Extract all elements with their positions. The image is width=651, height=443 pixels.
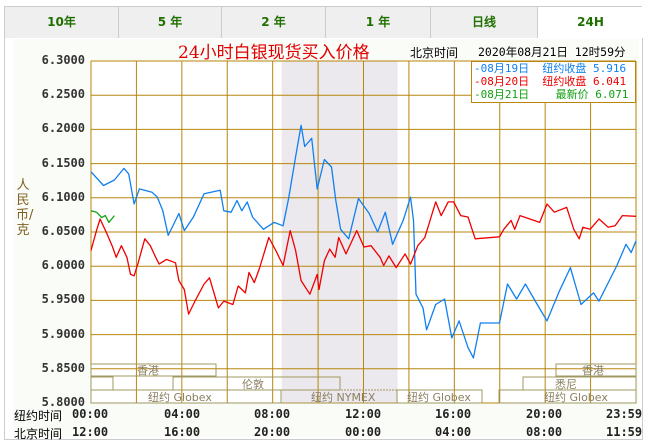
series-line-08月21日 <box>90 210 115 224</box>
x-tick: 04:00 <box>435 425 472 439</box>
series-line-08月20日 <box>90 201 637 315</box>
chart-frame <box>4 38 643 440</box>
tab-2y[interactable]: 2 年 <box>222 7 326 38</box>
legend-item-0821: -08月21日 最新价 6.071 <box>474 88 629 101</box>
nymex-session-box <box>280 389 398 404</box>
y-tick-label: 6.2000 <box>41 121 85 136</box>
session-box <box>396 389 483 404</box>
x-tick: 23:59 <box>606 407 643 421</box>
session-hongkong-label-2: 香港 <box>582 364 604 377</box>
session-box <box>90 363 217 377</box>
legend-item-0819: -08月19日 纽约收盘 5.916 <box>474 62 627 75</box>
session-hongkong-label: 香港 <box>137 364 159 377</box>
x-tick: 04:00 <box>164 407 201 421</box>
ny-time-label: 纽约时间 <box>14 409 63 423</box>
period-tabs: 10年 5 年 2 年 1 年 日线 24H <box>4 6 643 38</box>
timezone-label: 北京时间 <box>410 46 459 60</box>
y-tick-label: 6.1000 <box>41 189 85 204</box>
session-london-label: 伦敦 <box>242 378 264 391</box>
tab-1y[interactable]: 1 年 <box>326 7 431 38</box>
tab-5y[interactable]: 5 年 <box>119 7 222 38</box>
y-tick-label: 5.8000 <box>41 395 85 409</box>
y-tick-label: 6.0000 <box>41 258 85 273</box>
x-tick: 16:00 <box>435 407 472 421</box>
y-tick-label: 5.9500 <box>41 292 85 307</box>
tab-daily[interactable]: 日线 <box>431 7 538 38</box>
series-line-08月19日 <box>90 124 637 359</box>
session-globex-label: 纽约 Globex <box>148 391 212 404</box>
x-tick: 00:00 <box>345 425 382 439</box>
x-tick: 12:00 <box>72 425 109 439</box>
session-sydney-label: 悉尼 <box>555 378 577 391</box>
x-tick: 20:00 <box>254 425 291 439</box>
x-tick: 00:00 <box>72 407 109 421</box>
chart-title: 24小时白银现货买入价格 <box>178 43 370 63</box>
bj-time-label: 北京时间 <box>14 427 63 441</box>
session-globex-label-3: 纽约 Globex <box>544 391 608 404</box>
session-box <box>90 389 282 404</box>
y-axis-title: 人民币/克 <box>16 178 34 238</box>
y-tick-label: 6.1500 <box>41 155 85 170</box>
y-tick-label: 5.9000 <box>41 326 85 341</box>
legend: -08月19日 纽约收盘 5.916 -08月20日 纽约收盘 6.041 -0… <box>471 61 636 103</box>
x-tick: 16:00 <box>164 425 201 439</box>
update-datetime: 2020年08月21日 12时59分 <box>478 45 626 59</box>
session-box <box>498 389 637 404</box>
x-tick: 11:59 <box>606 425 643 439</box>
y-tick-label: 6.2500 <box>41 87 85 102</box>
x-tick: 08:00 <box>526 425 563 439</box>
x-tick: 08:00 <box>254 407 291 421</box>
legend-item-0820: -08月20日 纽约收盘 6.041 <box>474 75 627 88</box>
x-tick: 20:00 <box>526 407 563 421</box>
y-tick-label: 5.8500 <box>41 360 85 375</box>
tab-24h[interactable]: 24H <box>538 7 643 38</box>
tab-10y[interactable]: 10年 <box>5 7 119 38</box>
y-tick-label: 6.0500 <box>41 224 85 238</box>
x-tick: 12:00 <box>345 407 382 421</box>
y-tick-label: 6.3000 <box>41 53 85 67</box>
session-globex-label-2: 纽约 Globex <box>407 391 471 404</box>
session-box <box>555 363 637 377</box>
session-nymex-label: 纽约 NYMEX <box>311 391 376 404</box>
